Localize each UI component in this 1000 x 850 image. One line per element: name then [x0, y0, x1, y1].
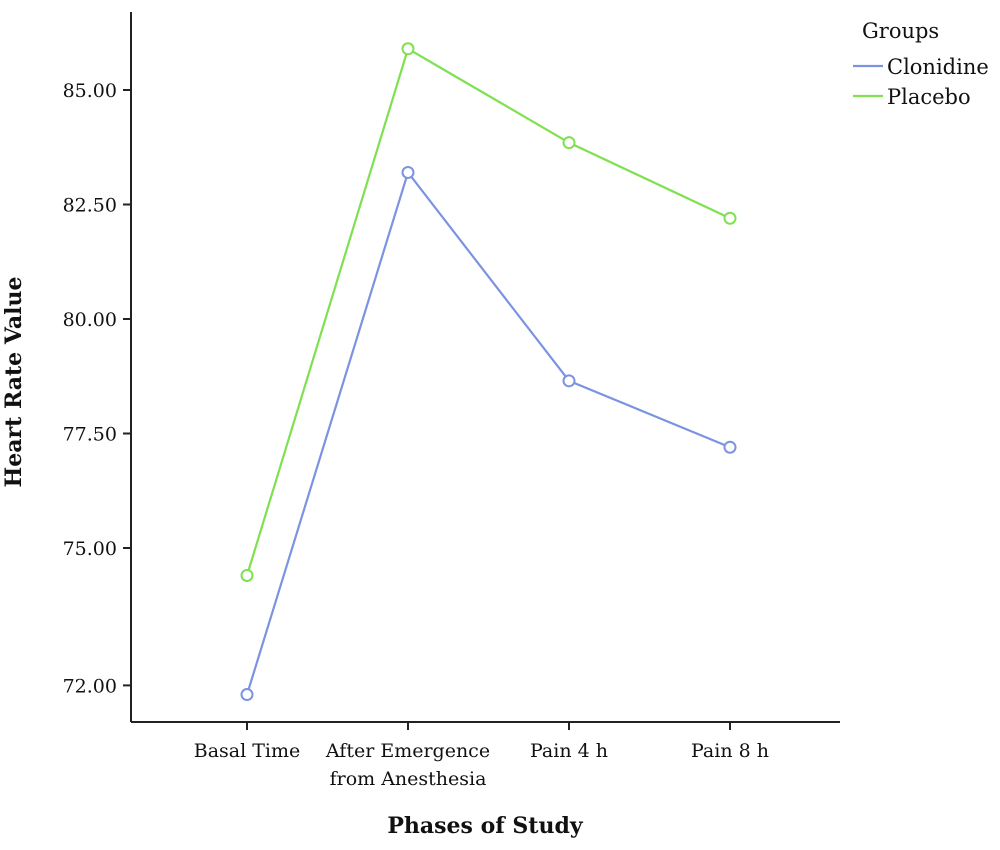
x-axis-title: Phases of Study	[387, 813, 583, 839]
data-point-placebo	[240, 568, 254, 582]
data-point-clonidine	[240, 688, 254, 702]
data-point-clonidine	[723, 440, 737, 454]
legend-label-placebo: Placebo	[887, 85, 971, 109]
y-tick-label: 77.50	[63, 424, 117, 446]
x-tick-label: Basal Time	[194, 740, 301, 762]
legend-label-clonidine: Clonidine	[887, 55, 989, 79]
series-line-clonidine	[245, 170, 731, 695]
data-point-placebo	[723, 211, 737, 225]
x-tick-label: Pain 8 h	[691, 740, 769, 762]
x-axis-ticks: Basal Time After Emergence from Anesthesia…	[194, 722, 769, 790]
x-tick-label: from Anesthesia	[330, 768, 487, 790]
x-tick-label: Pain 4 h	[530, 740, 608, 762]
data-point-clonidine	[401, 165, 415, 179]
y-tick-label: 72.00	[63, 675, 117, 697]
data-point-clonidine	[562, 374, 576, 388]
y-axis-ticks: 72.00 75.00 77.50 80.00 82.50 85.00	[63, 80, 131, 697]
y-axis-title: Heart Rate Value	[1, 277, 27, 488]
data-point-placebo	[562, 136, 576, 150]
x-tick-label: After Emergence	[325, 740, 490, 762]
legend: Groups Clonidine Placebo	[853, 19, 989, 109]
y-tick-label: 75.00	[63, 538, 117, 560]
y-tick-label: 80.00	[63, 309, 117, 331]
series-line-placebo	[245, 47, 731, 576]
y-tick-label: 82.50	[63, 195, 117, 217]
chart-axes	[130, 12, 840, 723]
series-layer	[240, 42, 737, 702]
y-tick-label: 85.00	[63, 80, 117, 102]
legend-items: Clonidine Placebo	[853, 55, 989, 109]
data-point-placebo	[401, 42, 415, 56]
legend-title: Groups	[862, 19, 939, 43]
